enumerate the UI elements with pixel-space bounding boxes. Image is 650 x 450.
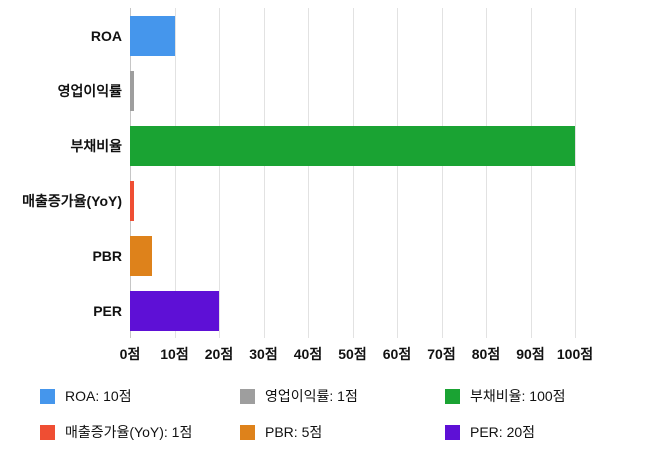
x-axis-label: 40점: [293, 346, 323, 362]
y-axis-label: ROA: [90, 27, 122, 44]
bar-row: [130, 173, 575, 228]
x-axis: 0점 10점 20점 30점 40점 50점 60점 70점 80점 90점 100점: [120, 344, 593, 364]
y-axis-label: 부채비율: [70, 137, 122, 154]
x-axis-label: 0점: [119, 346, 141, 362]
legend-label: 부채비율: 100점: [470, 388, 566, 404]
x-axis-label: 30점: [249, 346, 278, 362]
x-axis-label: 10점: [160, 346, 189, 362]
legend-item: 부채비율: 100점: [445, 386, 566, 406]
y-axis-label: 매출증가율(YoY): [22, 192, 122, 209]
x-axis-label: 70점: [427, 346, 456, 362]
bar[interactable]: [130, 70, 135, 111]
legend-label: 영업이익률: 1점: [265, 388, 358, 404]
x-axis-label: 80점: [471, 346, 501, 362]
legend-label: 매출증가율(YoY): 1점: [65, 424, 193, 440]
legend-item: 영업이익률: 1점: [240, 386, 445, 406]
gridline: [575, 8, 576, 338]
bar-row: [130, 118, 575, 173]
legend-label: ROA: 10점: [65, 388, 132, 404]
gridline: [530, 8, 532, 338]
bar-row: [130, 8, 575, 63]
bars-layer: [130, 8, 575, 338]
x-axis-label: 90점: [516, 346, 545, 362]
legend-swatch: [240, 388, 255, 404]
gridline: [352, 8, 354, 338]
bar[interactable]: [130, 180, 135, 221]
x-axis-label: 20점: [204, 346, 234, 362]
legend-item: 매출증가율(YoY): 1점: [40, 422, 240, 442]
gridline: [219, 8, 220, 338]
legend-label: PER: 20점: [470, 424, 536, 440]
bar-row: [130, 283, 575, 338]
bar-row: [130, 63, 575, 118]
bar[interactable]: [130, 125, 575, 166]
y-axis-label: PER: [93, 302, 122, 319]
gridline: [441, 8, 443, 338]
legend-swatch: [445, 388, 460, 404]
legend-swatch: [40, 424, 55, 440]
x-axis-label: 100점: [556, 346, 594, 362]
bar-row: [130, 228, 575, 283]
gridline: [130, 8, 131, 338]
gridline: [308, 8, 309, 338]
legend-swatch: [445, 424, 460, 440]
legend-swatch: [40, 388, 55, 404]
plot-area: [130, 8, 576, 338]
legend-item: PBR: 5점: [240, 422, 445, 442]
legend-label: PBR: 5점: [265, 424, 323, 440]
bar[interactable]: [130, 290, 219, 331]
legend-item: PER: 20점: [445, 422, 566, 442]
y-axis-label: 영업이익률: [57, 82, 122, 99]
bar[interactable]: [130, 15, 175, 56]
bar[interactable]: [130, 235, 153, 276]
gridline: [263, 8, 265, 338]
legend-swatch: [240, 424, 255, 440]
y-axis-label: PBR: [92, 247, 122, 264]
gridline: [397, 8, 398, 338]
gridline: [174, 8, 176, 338]
x-axis-label: 60점: [382, 346, 412, 362]
x-axis-label: 50점: [338, 346, 367, 362]
gridline: [486, 8, 487, 338]
legend-item: ROA: 10점: [40, 386, 240, 406]
